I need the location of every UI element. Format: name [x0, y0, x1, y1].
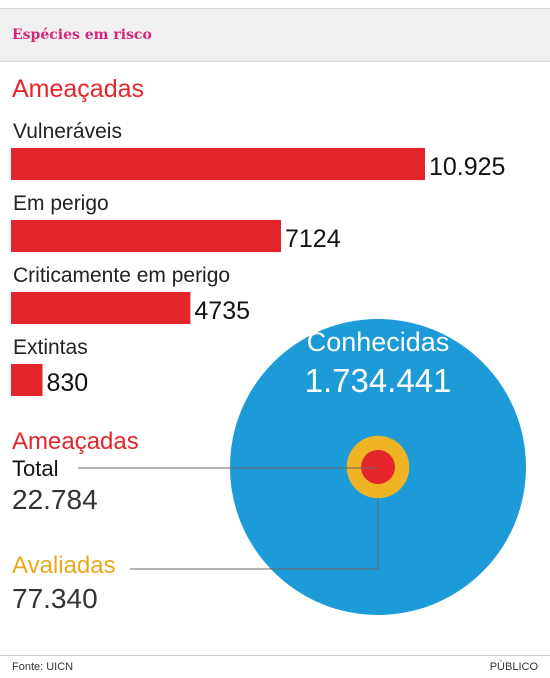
- threatened-sublabel: Total: [12, 456, 59, 481]
- bar-extintas: [11, 364, 43, 396]
- known-label: Conhecidas: [307, 327, 450, 357]
- footer-brand: PÚBLICO: [489, 661, 538, 673]
- category-label-criticamente-em-perigo: Criticamente em perigo: [13, 264, 230, 287]
- value-label-vulneraveis: 10.925: [429, 153, 505, 181]
- value-label-extintas: 830: [47, 369, 89, 397]
- category-label-extintas: Extintas: [13, 336, 88, 359]
- footer-divider: [0, 655, 550, 656]
- value-label-criticamente-em-perigo: 4735: [194, 297, 250, 325]
- chart-header-title: Espécies em risco: [12, 27, 152, 43]
- category-label-vulneraveis: Vulneráveis: [13, 120, 122, 143]
- evaluated-value: 77.340: [12, 583, 98, 614]
- bar-vulneraveis: [11, 148, 425, 180]
- threatened-value: 22.784: [12, 484, 98, 515]
- bar-criticamente-em-perigo: [11, 292, 191, 324]
- value-label-em-perigo: 7124: [285, 225, 341, 253]
- footer-source: Fonte: UICN: [12, 661, 74, 673]
- threatened-species-circle: [361, 450, 395, 484]
- evaluated-leader-line: [130, 498, 379, 570]
- bars-section-title: Ameaçadas: [12, 75, 145, 103]
- bar-em-perigo: [11, 220, 281, 252]
- header-band: Espécies em risco: [0, 8, 550, 62]
- known-value: 1.734.441: [305, 362, 452, 399]
- threatened-label: Ameaçadas: [12, 428, 139, 455]
- category-label-em-perigo: Em perigo: [13, 192, 109, 215]
- evaluated-label: Avaliadas: [12, 552, 116, 579]
